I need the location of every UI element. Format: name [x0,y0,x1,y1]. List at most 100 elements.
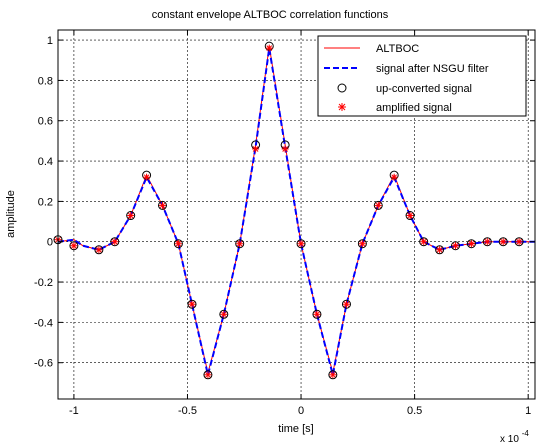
star-stroke [516,238,522,245]
y-tick-label: 0.8 [38,75,53,87]
data-point-amplified-signal [452,242,459,250]
star-stroke [282,146,288,152]
data-point-up-converted-signal [405,211,415,221]
legend-label-up-converted: up-converted signal [376,83,472,95]
data-point-up-converted-signal [126,211,136,221]
x-exponent-base: x 10 [500,434,519,445]
data-point-up-converted-signal [219,309,229,319]
star-stroke [436,246,443,253]
star-stroke [111,238,118,245]
data-point-up-converted-signal [373,200,383,210]
data-point-up-converted-signal [69,241,79,251]
data-point-up-converted-signal [435,245,445,255]
x-tick-label: 0 [298,405,304,417]
series-layer [53,41,535,380]
x-exponent-power: -4 [522,429,530,438]
data-point-up-converted-signal [235,239,245,249]
data-point-amplified-signal [70,242,78,250]
star-stroke [391,174,398,181]
y-tick-label: 0 [47,237,53,249]
y-tick-label: 0.6 [38,116,53,128]
star-stroke [71,242,77,249]
x-exponent-label: x 10 -4 [500,429,529,445]
data-point-up-converted-signal [514,237,524,247]
data-point-amplified-signal [204,371,212,379]
data-point-up-converted-signal [296,239,306,249]
legend-swatch-amplified [338,103,346,111]
data-point-amplified-signal [281,145,289,153]
legend-box [317,35,527,117]
data-point-up-converted-signal [466,239,476,249]
star-stroke [220,311,227,318]
data-point-up-converted-signal [357,239,367,249]
star-stroke [375,202,382,209]
legend-label-nsgu-filter: signal after NSGU filter [376,63,489,75]
data-point-amplified-signal [265,44,273,52]
legend-label-amplified: amplified signal [376,102,452,114]
x-axis-label: time [s] [278,423,313,435]
y-tick-label: 0.2 [38,196,53,208]
star-stroke [407,212,413,219]
data-point-amplified-signal [174,240,182,248]
data-point-up-converted-signal [498,237,508,247]
y-tick-label: -0.6 [34,358,53,370]
data-point-amplified-signal [220,310,228,318]
x-tick-label: -0.5 [178,405,197,417]
data-point-amplified-signal [127,212,135,220]
data-point-up-converted-signal [110,237,120,247]
tick-layer: -1 -0.5 0 0.5 1 -0.6 -0.4 -0.2 0 0.2 0.4 0.6 0.8 1 [34,30,535,417]
data-point-amplified-signal [436,246,444,254]
data-point-up-converted-signal [419,237,429,247]
data-point-amplified-signal [374,201,382,209]
data-point-up-converted-signal [203,370,213,380]
x-tick-label: -1 [69,405,79,417]
star-stroke [236,240,243,247]
star-stroke [468,240,475,247]
data-point-amplified-signal [111,238,119,246]
star-stroke [205,371,211,378]
data-point-amplified-signal [358,240,366,248]
data-point-up-converted-signal [482,237,492,247]
star-stroke [298,240,304,247]
data-point-amplified-signal [420,238,428,246]
data-point-amplified-signal [236,240,244,248]
star-stroke [329,371,336,378]
data-point-amplified-signal [329,371,337,379]
data-point-amplified-signal [483,238,491,246]
legend-label-altboc: ALTBOC [376,43,419,55]
series-line-signal-after-nsgu-filter [57,47,535,376]
star-stroke [143,174,150,181]
star-stroke [127,212,134,219]
star-stroke [96,246,102,253]
star-stroke [314,311,320,318]
legend: ALTBOC signal after NSGU filter up-conve… [317,35,527,117]
data-point-amplified-signal [406,212,414,220]
data-point-amplified-signal [515,238,523,246]
data-point-up-converted-signal [328,370,338,380]
plot-frame [57,29,536,400]
data-point-amplified-signal [342,300,350,308]
data-point-up-converted-signal [94,245,104,255]
data-point-amplified-signal [158,201,166,209]
data-point-up-converted-signal [451,241,460,251]
data-point-up-converted-signal [341,299,351,309]
star-stroke [266,45,273,52]
data-point-amplified-signal [313,310,321,318]
legend-swatch-up-converted [337,83,347,93]
data-point-amplified-signal [188,300,196,308]
data-point-amplified-signal [467,240,475,248]
star-stroke [343,301,350,308]
data-point-amplified-signal [252,145,260,153]
y-tick-label: -0.4 [34,317,53,329]
x-tick-label: 0.5 [407,405,422,417]
star-stroke [452,242,459,249]
data-point-amplified-signal [390,173,398,181]
data-point-up-converted-signal [312,309,322,319]
star-stroke [420,238,427,245]
data-point-up-converted-signal [157,200,167,210]
y-tick-label: -0.2 [34,277,53,289]
star-stroke [175,240,182,247]
star-stroke [252,146,259,152]
data-point-amplified-signal [95,246,103,254]
